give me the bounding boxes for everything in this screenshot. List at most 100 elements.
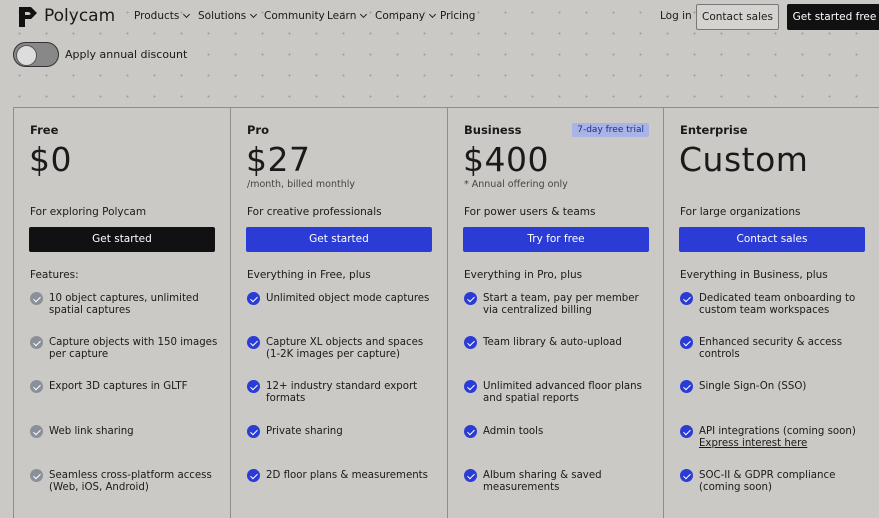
check-icon <box>680 292 693 305</box>
dropdown-chevron <box>250 10 258 19</box>
feature: Team library & auto-upload <box>483 337 655 349</box>
feature-text: SOC-II & GDPR compliance (coming soon) <box>699 470 836 493</box>
feature: Seamless cross-platform access (Web, iOS… <box>49 470 221 494</box>
features-heading: Everything in Business, plus <box>680 269 828 281</box>
feature-text: 2D floor plans & measurements <box>266 470 428 481</box>
cta-button[interactable]: Get started free <box>787 4 879 30</box>
check-icon <box>464 469 477 482</box>
trial-badge: 7-day free trial <box>572 123 649 137</box>
logo-text[interactable]: Polycam <box>44 6 116 26</box>
nav-link-label[interactable]: Solutions <box>198 10 247 22</box>
feature: Web link sharing <box>49 426 221 438</box>
feature: Capture XL objects and spaces (1-2K imag… <box>266 337 438 361</box>
check-icon <box>680 469 693 482</box>
feature-text: Team library & auto-upload <box>483 337 622 348</box>
plan-button[interactable]: Contact sales <box>679 227 865 252</box>
check-icon <box>464 336 477 349</box>
feature: API integrations (coming soon) Express in… <box>699 426 871 450</box>
nav-link-label[interactable]: Pricing <box>440 10 476 22</box>
dropdown-chevron <box>428 10 436 19</box>
check-icon <box>680 425 693 438</box>
plan-column: Pro $27/month, billed monthly For creative… <box>230 107 447 518</box>
feature-text: Start a team, pay per member via central… <box>483 293 639 316</box>
plan-column: Free $0 For exploring Polycam Get started Fe… <box>13 107 230 518</box>
feature: Export 3D captures in GLTF <box>49 381 221 393</box>
plan-name: Pro <box>247 123 270 137</box>
check-icon <box>247 469 260 482</box>
plan-price: $0 <box>29 140 72 179</box>
feature: Admin tools <box>483 426 655 438</box>
feature: SOC-II & GDPR compliance (coming soon) <box>699 470 871 494</box>
feature-text: Seamless cross-platform access (Web, iOS… <box>49 470 212 493</box>
plan-column: Enterprise Custom For large organizations C… <box>663 107 879 518</box>
feature-text: Export 3D captures in GLTF <box>49 381 188 392</box>
check-icon <box>464 380 477 393</box>
toggle-switch[interactable] <box>13 42 59 67</box>
feature-text: Unlimited object mode captures <box>266 293 430 304</box>
plan-name: Free <box>30 123 59 137</box>
plan-description: For creative professionals <box>247 206 382 218</box>
feature: Unlimited advanced floor plans and spati… <box>483 381 655 405</box>
nav-link[interactable]: Community <box>264 10 325 22</box>
check-icon <box>247 336 260 349</box>
feature-text: Capture XL objects and spaces (1-2K imag… <box>266 337 424 360</box>
toggle-label: Apply annual discount <box>65 48 188 61</box>
feature-text: API integrations (coming soon) <box>699 426 856 437</box>
nav-link-label[interactable]: Community <box>264 10 325 22</box>
feature: Unlimited object mode captures <box>266 293 438 305</box>
feature-text: Single Sign-On (SSO) <box>699 381 807 392</box>
feature-text: 10 object captures, unlimited spatial ca… <box>49 293 199 316</box>
check-icon <box>464 425 477 438</box>
feature: Single Sign-On (SSO) <box>699 381 871 393</box>
plan-name: Business <box>464 123 522 137</box>
plan-description: For power users & teams <box>464 206 596 218</box>
feature: Dedicated team onboarding to custom team… <box>699 293 871 317</box>
nav-link-label[interactable]: Products <box>134 10 180 22</box>
plan-description: For exploring Polycam <box>30 206 147 218</box>
feature: 2D floor plans & measurements <box>266 470 438 482</box>
check-icon <box>680 380 693 393</box>
nav-link[interactable]: Learn <box>327 10 368 22</box>
toggle-knob <box>16 45 37 66</box>
feature-text: Enhanced security & access controls <box>699 337 843 360</box>
plan-price: Custom <box>679 140 809 179</box>
feature: Album sharing & saved measurements <box>483 470 655 494</box>
price-note: /month, billed monthly <box>247 179 356 190</box>
feature: Private sharing <box>266 426 438 438</box>
features-heading: Everything in Pro, plus <box>464 269 583 281</box>
feature-text: Capture objects with 150 images per capt… <box>49 337 218 360</box>
nav-link-label[interactable]: Learn <box>327 10 357 22</box>
nav-link[interactable]: Solutions <box>198 10 258 22</box>
check-icon <box>247 292 260 305</box>
feature: Enhanced security & access controls <box>699 337 871 361</box>
plan-price: $400 <box>463 140 549 179</box>
feature-text: Unlimited advanced floor plans and spati… <box>483 381 642 404</box>
plan-button[interactable]: Get started <box>29 227 215 252</box>
nav-link[interactable]: Products <box>134 10 191 22</box>
plan-button[interactable]: Try for free <box>463 227 649 252</box>
plan-button[interactable]: Get started <box>246 227 432 252</box>
nav-link[interactable]: Company <box>375 10 436 22</box>
check-icon <box>30 292 43 305</box>
logo-svg <box>19 7 37 27</box>
feature-text: Admin tools <box>483 426 544 437</box>
nav-link-label[interactable]: Company <box>375 10 425 22</box>
check-icon <box>30 380 43 393</box>
feature: 12+ industry standard export formats <box>266 381 438 405</box>
feature: Capture objects with 150 images per capt… <box>49 337 221 361</box>
feature-link[interactable]: Express interest here <box>699 438 808 449</box>
feature: 10 object captures, unlimited spatial ca… <box>49 293 221 317</box>
dropdown-chevron <box>183 10 191 19</box>
plan-description: For large organizations <box>680 206 801 218</box>
feature-text: Web link sharing <box>49 426 134 437</box>
contact-button[interactable]: Contact sales <box>696 4 779 30</box>
feature-text: Dedicated team onboarding to custom team… <box>699 293 856 316</box>
logo-icon[interactable] <box>18 6 38 28</box>
check-icon <box>30 469 43 482</box>
plan-name: Enterprise <box>680 123 748 137</box>
plan-price: $27 <box>246 140 311 179</box>
plan-column: Business 7-day free trial $400 * Annual off… <box>447 107 664 518</box>
dropdown-chevron <box>360 10 368 19</box>
nav-link[interactable]: Pricing <box>440 10 475 22</box>
login-link[interactable]: Log in <box>660 10 692 22</box>
